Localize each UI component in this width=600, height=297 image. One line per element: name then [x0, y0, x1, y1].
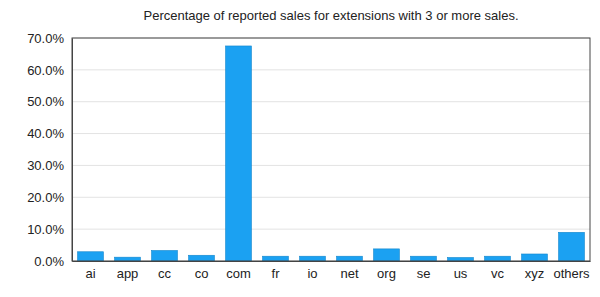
tick-label: cc	[158, 266, 172, 281]
tick-label: se	[417, 266, 431, 281]
bar	[448, 257, 474, 261]
tick: 10.0%	[27, 222, 72, 237]
tick: fr	[272, 261, 281, 281]
tick: 70.0%	[27, 31, 72, 46]
tick-label: app	[117, 266, 139, 281]
grid-line	[72, 165, 590, 166]
tick-label: xyz	[525, 266, 545, 281]
tick-label: vc	[491, 266, 505, 281]
bar	[522, 254, 548, 261]
plot-frame	[72, 38, 590, 261]
tick-label: 70.0%	[27, 31, 64, 46]
grid-line	[72, 69, 590, 70]
tick: se	[417, 261, 431, 281]
tick: 30.0%	[27, 158, 72, 173]
bars	[78, 46, 585, 261]
tick-label: 50.0%	[27, 94, 64, 109]
tick: net	[340, 261, 358, 281]
tick-label: 60.0%	[27, 63, 64, 78]
bar	[485, 256, 511, 261]
tick: xyz	[525, 261, 545, 281]
chart: Percentage of reported sales for extensi…	[0, 0, 600, 297]
plot: 0.0% 10.0% 20.0% 30.0% 40.0% 50.0% 60.0% 70.0% a…	[27, 31, 590, 282]
tick: us	[454, 261, 468, 281]
tick-label: 0.0%	[34, 254, 64, 269]
tick-label: io	[307, 266, 317, 281]
tick-label: 40.0%	[27, 126, 64, 141]
tick-label: us	[454, 266, 468, 281]
bar	[300, 256, 326, 261]
tick: app	[117, 261, 139, 281]
tick: com	[226, 261, 251, 281]
tick-label: org	[377, 266, 396, 281]
tick: 0.0%	[34, 254, 72, 269]
tick: vc	[491, 261, 505, 281]
tick-label: others	[553, 266, 590, 281]
y-axis: 0.0% 10.0% 20.0% 30.0% 40.0% 50.0% 60.0% 70.0%	[27, 31, 72, 269]
bar	[115, 257, 141, 261]
grid-line	[72, 101, 590, 102]
grid-line	[72, 133, 590, 134]
bar	[189, 255, 215, 261]
axis-line	[72, 39, 73, 262]
title: Percentage of reported sales for extensi…	[143, 8, 518, 23]
tick-label: 30.0%	[27, 158, 64, 173]
tick-label: co	[195, 266, 209, 281]
tick: 20.0%	[27, 190, 72, 205]
bar	[263, 256, 289, 261]
bar	[78, 252, 104, 261]
tick: others	[553, 261, 590, 281]
tick: 40.0%	[27, 126, 72, 141]
tick-label: com	[226, 266, 251, 281]
bar	[337, 256, 363, 261]
bar	[411, 256, 437, 261]
tick: 60.0%	[27, 63, 72, 78]
grid-line	[72, 197, 590, 198]
tick: cc	[158, 261, 172, 281]
tick-label: fr	[272, 266, 281, 281]
tick-label: 10.0%	[27, 222, 64, 237]
tick: co	[195, 261, 209, 281]
tick-label: ai	[85, 266, 95, 281]
tick: 50.0%	[27, 94, 72, 109]
bar	[374, 249, 400, 261]
bar	[226, 46, 252, 261]
tick-label: 20.0%	[27, 190, 64, 205]
grid	[72, 38, 590, 261]
grid-line	[72, 229, 590, 230]
tick-label: net	[340, 266, 358, 281]
axis-line	[73, 261, 591, 262]
bar	[559, 232, 585, 261]
tick: io	[307, 261, 317, 281]
x-axis: ai app cc co com fr io net org se us vc xyz others	[73, 261, 591, 281]
bar	[152, 250, 178, 261]
tick: org	[377, 261, 396, 281]
tick: ai	[85, 261, 95, 281]
